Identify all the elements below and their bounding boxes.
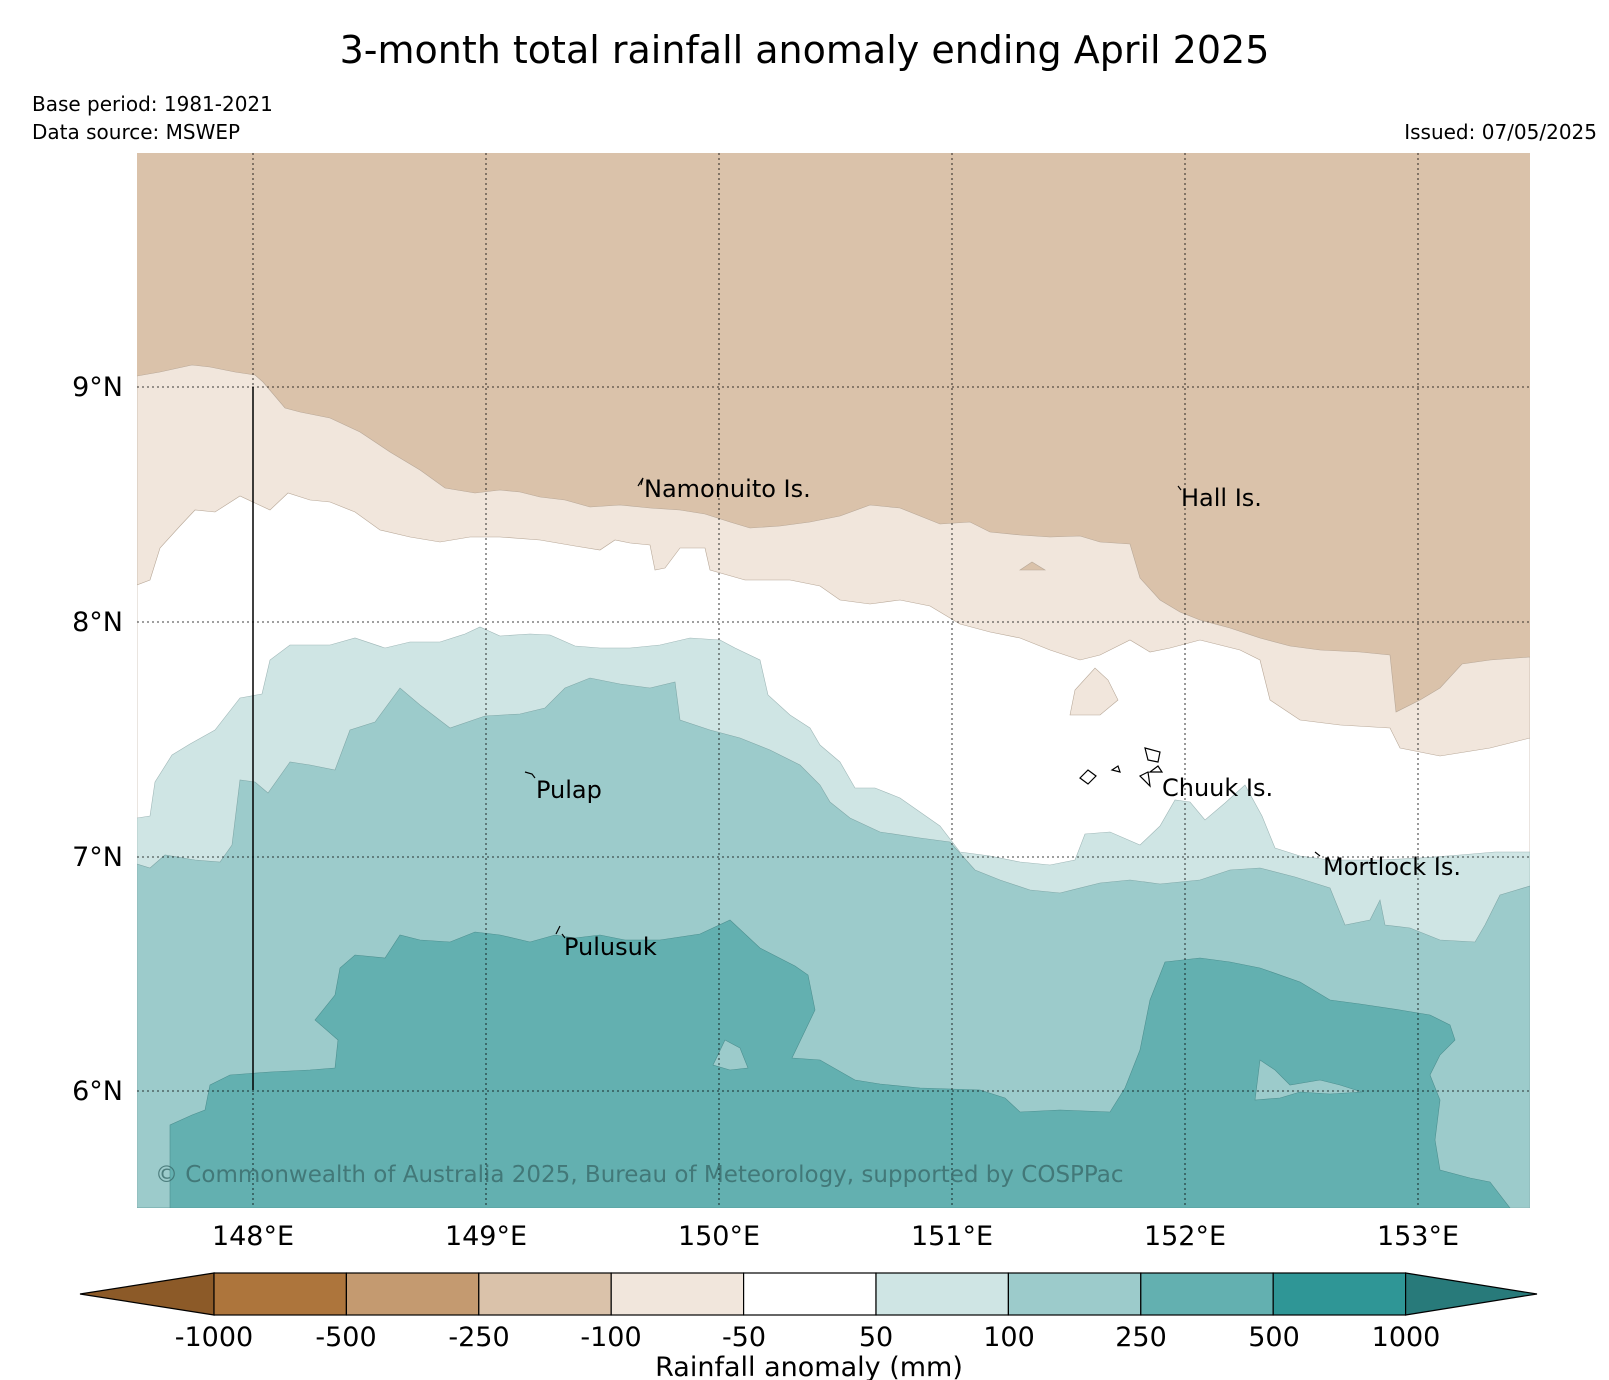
base-period: Base period: 1981-2021: [32, 92, 273, 116]
anomaly-fields: [137, 153, 1530, 1208]
label-pulap: Pulap: [536, 776, 602, 804]
anomaly-band-250-west: [137, 919, 1511, 1208]
hall-outline: [1177, 485, 1182, 491]
anomaly-patch-minus50-small: [1019, 561, 1047, 571]
pulusuk-outline: [555, 925, 566, 939]
lon-label-152: 152°E: [1144, 1221, 1226, 1252]
cb-tick-6: 100: [983, 1322, 1035, 1353]
label-chuuk: Chuuk Is.: [1162, 774, 1273, 802]
cb-tick-3: -100: [580, 1322, 641, 1353]
cb-tick-9: 1000: [1372, 1322, 1441, 1353]
anomaly-patch-minus50: [1069, 667, 1119, 716]
colorbar-bin-8: [1140, 1272, 1274, 1316]
mortlock-outline: [1314, 851, 1321, 857]
colorbar-bin-2: [345, 1272, 480, 1316]
cb-tick-4: -50: [722, 1322, 766, 1353]
colorbar-ticks: -1000 -500 -250 -100 -50 50 100 250 500 …: [175, 1322, 1441, 1353]
colorbar-bin-4: [610, 1272, 745, 1316]
pulap-outline: [524, 771, 536, 779]
chuuk-reef: [1079, 747, 1164, 788]
label-pulusuk: Pulusuk: [564, 933, 657, 961]
colorbar-bin-6: [875, 1272, 1009, 1316]
colorbar-extend-high: [1405, 1272, 1538, 1316]
namonuito-outline: [637, 477, 644, 487]
gridlines: [137, 153, 1530, 1208]
colorbar-bin-3: [478, 1272, 612, 1316]
cb-tick-7: 250: [1115, 1322, 1167, 1353]
lon-label-153: 153°E: [1377, 1221, 1459, 1252]
place-labels: Namonuito Is. Hall Is. Pulap Chuuk Is. M…: [536, 475, 1461, 961]
label-hall: Hall Is.: [1181, 484, 1262, 512]
lon-label-151: 151°E: [911, 1221, 993, 1252]
colorbar: [79, 1272, 1538, 1316]
label-namonuito: Namonuito Is.: [644, 475, 811, 503]
cb-tick-8: 500: [1248, 1322, 1300, 1353]
anomaly-pocket: [712, 1039, 749, 1071]
label-mortlock: Mortlock Is.: [1323, 853, 1461, 881]
lon-label-148: 148°E: [212, 1221, 294, 1252]
colorbar-bin-5: [742, 1272, 877, 1316]
cb-tick-2: -250: [448, 1322, 509, 1353]
cb-tick-1: -500: [315, 1322, 376, 1353]
chart-title: 3-month total rainfall anomaly ending Ap…: [339, 28, 1270, 72]
colorbar-bin-1: [213, 1272, 347, 1316]
lat-labels: 9°N 8°N 7°N 6°N: [72, 372, 123, 1107]
lat-label-9: 9°N: [72, 372, 123, 403]
lat-label-7: 7°N: [72, 842, 123, 873]
lat-label-8: 8°N: [72, 607, 123, 638]
cb-tick-5: 50: [859, 1322, 893, 1353]
lon-labels: 148°E 149°E 150°E 151°E 152°E 153°E: [212, 1221, 1459, 1252]
cb-tick-0: -1000: [175, 1322, 253, 1353]
colorbar-label: Rainfall anomaly (mm): [655, 1352, 963, 1380]
lon-label-149: 149°E: [445, 1221, 527, 1252]
copyright-text: © Commonwealth of Australia 2025, Bureau…: [155, 1162, 1124, 1188]
colorbar-bin-7: [1007, 1272, 1142, 1316]
colorbar-extend-low: [79, 1272, 215, 1316]
colorbar-bin-9: [1272, 1272, 1407, 1316]
lon-label-150: 150°E: [678, 1221, 760, 1252]
meta-left: Base period: 1981-2021 Data source: MSWE…: [32, 90, 273, 146]
island-outlines: [524, 477, 1321, 939]
issued-date: Issued: 07/05/2025: [1404, 120, 1597, 144]
lat-label-6: 6°N: [72, 1076, 123, 1107]
data-source: Data source: MSWEP: [32, 120, 241, 144]
anomaly-pocket-east: [1254, 1059, 1363, 1101]
